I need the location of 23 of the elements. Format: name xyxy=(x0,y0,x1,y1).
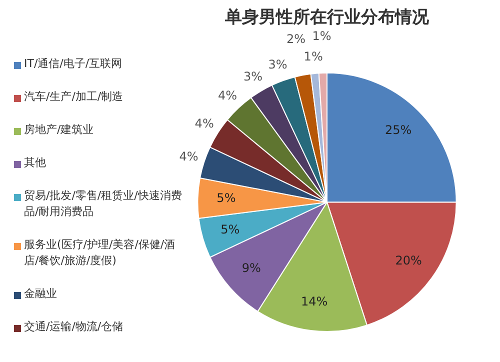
data-label: 25% xyxy=(384,123,412,138)
legend-label: 其他 xyxy=(24,155,46,171)
data-label: 4% xyxy=(194,116,214,130)
data-label: 4% xyxy=(218,88,238,102)
data-label: 20% xyxy=(395,254,422,268)
legend-label: 服务业(医疗/护理/美容/保健/酒店/餐饮/旅游/度假) xyxy=(24,237,176,269)
legend-label: 汽车/生产/加工/制造 xyxy=(24,89,124,105)
data-label: 2% xyxy=(286,32,306,46)
legend-label: 贸易/批发/零售/租赁业/快速消费品/耐用消费品 xyxy=(24,188,183,220)
data-label: 1% xyxy=(312,29,332,44)
data-label: 4% xyxy=(179,149,198,164)
data-label: 14% xyxy=(301,294,328,308)
data-label: 3% xyxy=(268,58,288,72)
legend-label: IT/通信/电子/互联网 xyxy=(24,56,122,72)
data-label: 1% xyxy=(304,50,323,64)
chart-title: 单身男性所在行业分布情况 xyxy=(224,8,430,28)
data-label: 9% xyxy=(242,261,261,276)
data-label: 3% xyxy=(244,69,263,84)
legend-label: 房地产/建筑业 xyxy=(24,122,94,138)
legend-label: 金融业 xyxy=(24,286,57,302)
data-label: 5% xyxy=(220,222,240,236)
legend-label: 交通/运输/物流/仓储 xyxy=(24,319,124,335)
data-label: 5% xyxy=(216,191,236,206)
